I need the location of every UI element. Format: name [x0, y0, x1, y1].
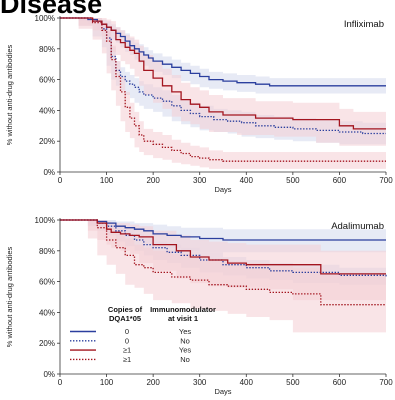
y-tick-label: 0% — [43, 168, 55, 177]
x-tick-label: 300 — [193, 378, 207, 387]
y-tick-label: 60% — [39, 76, 55, 85]
legend-copies-label: ≥1 — [123, 355, 131, 364]
legend-immunomodulator-label: Yes — [179, 346, 191, 355]
panel-label: Adalimumab — [331, 221, 384, 232]
x-tick-label: 100 — [100, 176, 114, 185]
legend-header-immunomodulator: Immunomodulator at visit 1 — [150, 305, 216, 323]
y-tick-label: 80% — [39, 45, 55, 54]
legend-copies-label: ≥1 — [123, 346, 131, 355]
x-tick-label: 300 — [193, 176, 207, 185]
y-tick-label: 60% — [39, 278, 55, 287]
x-tick-label: 200 — [146, 176, 160, 185]
x-tick-label: 0 — [58, 176, 63, 185]
legend-header-copies: Copies of DQA1*05 — [108, 305, 143, 323]
x-tick-label: 0 — [58, 378, 63, 387]
x-tick-label: 500 — [286, 176, 300, 185]
adalimumab-panel: 0% 20% 40% 60% 80% 100% 0 100 200 300 400 500 600 700… — [5, 216, 393, 396]
legend-copies-label: 0 — [125, 336, 129, 345]
ci-band-ge1-yes — [60, 18, 386, 146]
y-tick-label: 100% — [35, 14, 55, 23]
x-tick-label: 400 — [240, 378, 254, 387]
x-tick-label: 200 — [146, 378, 160, 387]
y-tick-label: 20% — [39, 137, 55, 146]
legend-copies-label: 0 — [125, 327, 129, 336]
x-axis-title: Days — [214, 185, 231, 194]
ci-band-ge1-no — [60, 18, 386, 169]
y-tick-label: 20% — [39, 339, 55, 348]
y-tick-label: 40% — [39, 106, 55, 115]
x-tick-label: 700 — [379, 378, 393, 387]
series-line-ge1-yes — [60, 219, 386, 275]
ci-band-ge1-no — [60, 220, 386, 333]
y-axis-title: % without anti-drug antibodies — [5, 45, 14, 146]
x-tick-label: 600 — [333, 378, 347, 387]
y-tick-label: 80% — [39, 247, 55, 256]
x-tick-label: 700 — [379, 176, 393, 185]
x-tick-label: 400 — [240, 176, 254, 185]
y-tick-label: 40% — [39, 308, 55, 317]
y-axis-title: % without anti-drug antibodies — [5, 247, 14, 348]
x-axis-title: Days — [214, 387, 231, 396]
page-title: Disease — [0, 0, 103, 19]
x-tick-label: 100 — [100, 378, 114, 387]
series-line-ge1-yes — [60, 17, 386, 130]
legend-immunomodulator-label: Yes — [179, 327, 191, 336]
infliximab-panel: 0% 20% 40% 60% 80% 100% 0 100 200 300 400 500 600 700… — [5, 14, 393, 194]
legend: Copies of DQA1*05 Immunomodulator at visit … — [70, 305, 216, 364]
x-tick-label: 600 — [333, 176, 347, 185]
series-line-0-no — [60, 219, 387, 277]
legend-immunomodulator-label: No — [180, 355, 190, 364]
panel-label: Infliximab — [344, 19, 384, 30]
y-tick-label: 0% — [43, 370, 55, 379]
legend-immunomodulator-label: No — [180, 336, 190, 345]
x-tick-label: 500 — [286, 378, 300, 387]
y-tick-label: 100% — [35, 216, 55, 225]
series-line-ge1-no — [60, 219, 386, 306]
